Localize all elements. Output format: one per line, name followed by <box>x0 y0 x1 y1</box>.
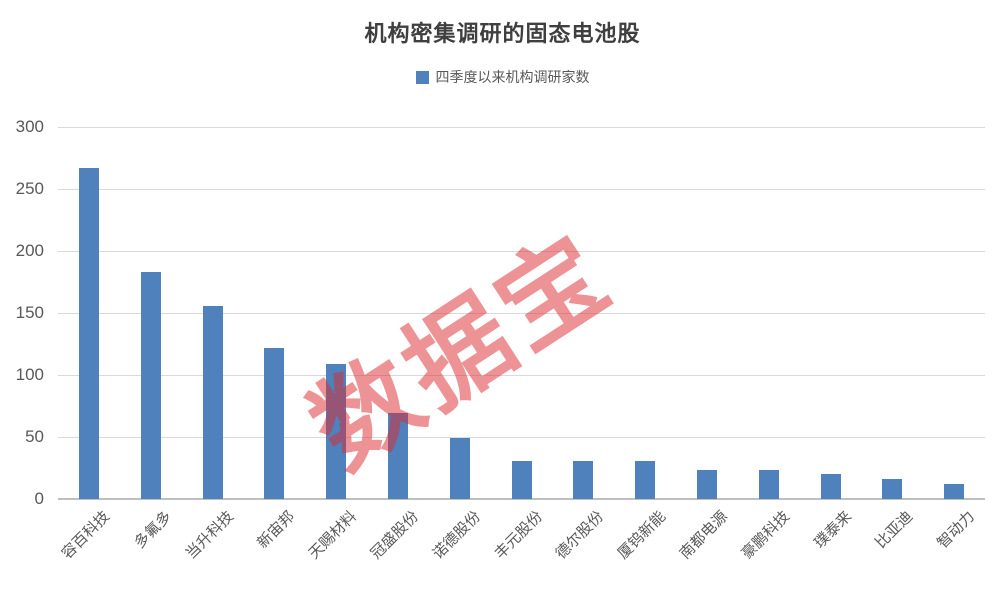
bar <box>882 479 903 499</box>
y-axis-tick-label: 50 <box>25 427 44 446</box>
bar <box>820 474 841 499</box>
bar <box>573 460 594 499</box>
bar <box>326 363 347 499</box>
bar <box>511 460 532 499</box>
gridline <box>58 374 985 376</box>
y-axis-tick-label: 200 <box>15 241 44 260</box>
x-axis-line <box>58 498 985 500</box>
bar <box>635 460 656 499</box>
bar <box>944 484 965 499</box>
gridline <box>58 312 985 314</box>
gridline <box>58 126 985 128</box>
y-axis-tick-label: 100 <box>15 365 44 384</box>
y-axis-tick-label: 300 <box>15 117 44 136</box>
y-axis-tick-label: 250 <box>15 179 44 198</box>
bar <box>202 305 223 499</box>
legend-marker-icon <box>415 70 429 84</box>
legend: 四季度以来机构调研家数 <box>0 67 1005 87</box>
gridline <box>58 436 985 438</box>
gridline <box>58 188 985 190</box>
bar <box>264 347 285 499</box>
chart-title: 机构密集调研的固态电池股 <box>364 21 641 46</box>
bar <box>387 413 408 499</box>
bar <box>696 470 717 499</box>
gridline <box>58 250 985 252</box>
y-axis-tick-label: 150 <box>15 303 44 322</box>
bar <box>140 272 161 499</box>
y-axis-tick-label: 0 <box>34 489 44 508</box>
legend-label: 四季度以来机构调研家数 <box>435 69 590 85</box>
bar <box>758 470 779 499</box>
bar <box>449 438 470 499</box>
bar <box>78 167 99 499</box>
